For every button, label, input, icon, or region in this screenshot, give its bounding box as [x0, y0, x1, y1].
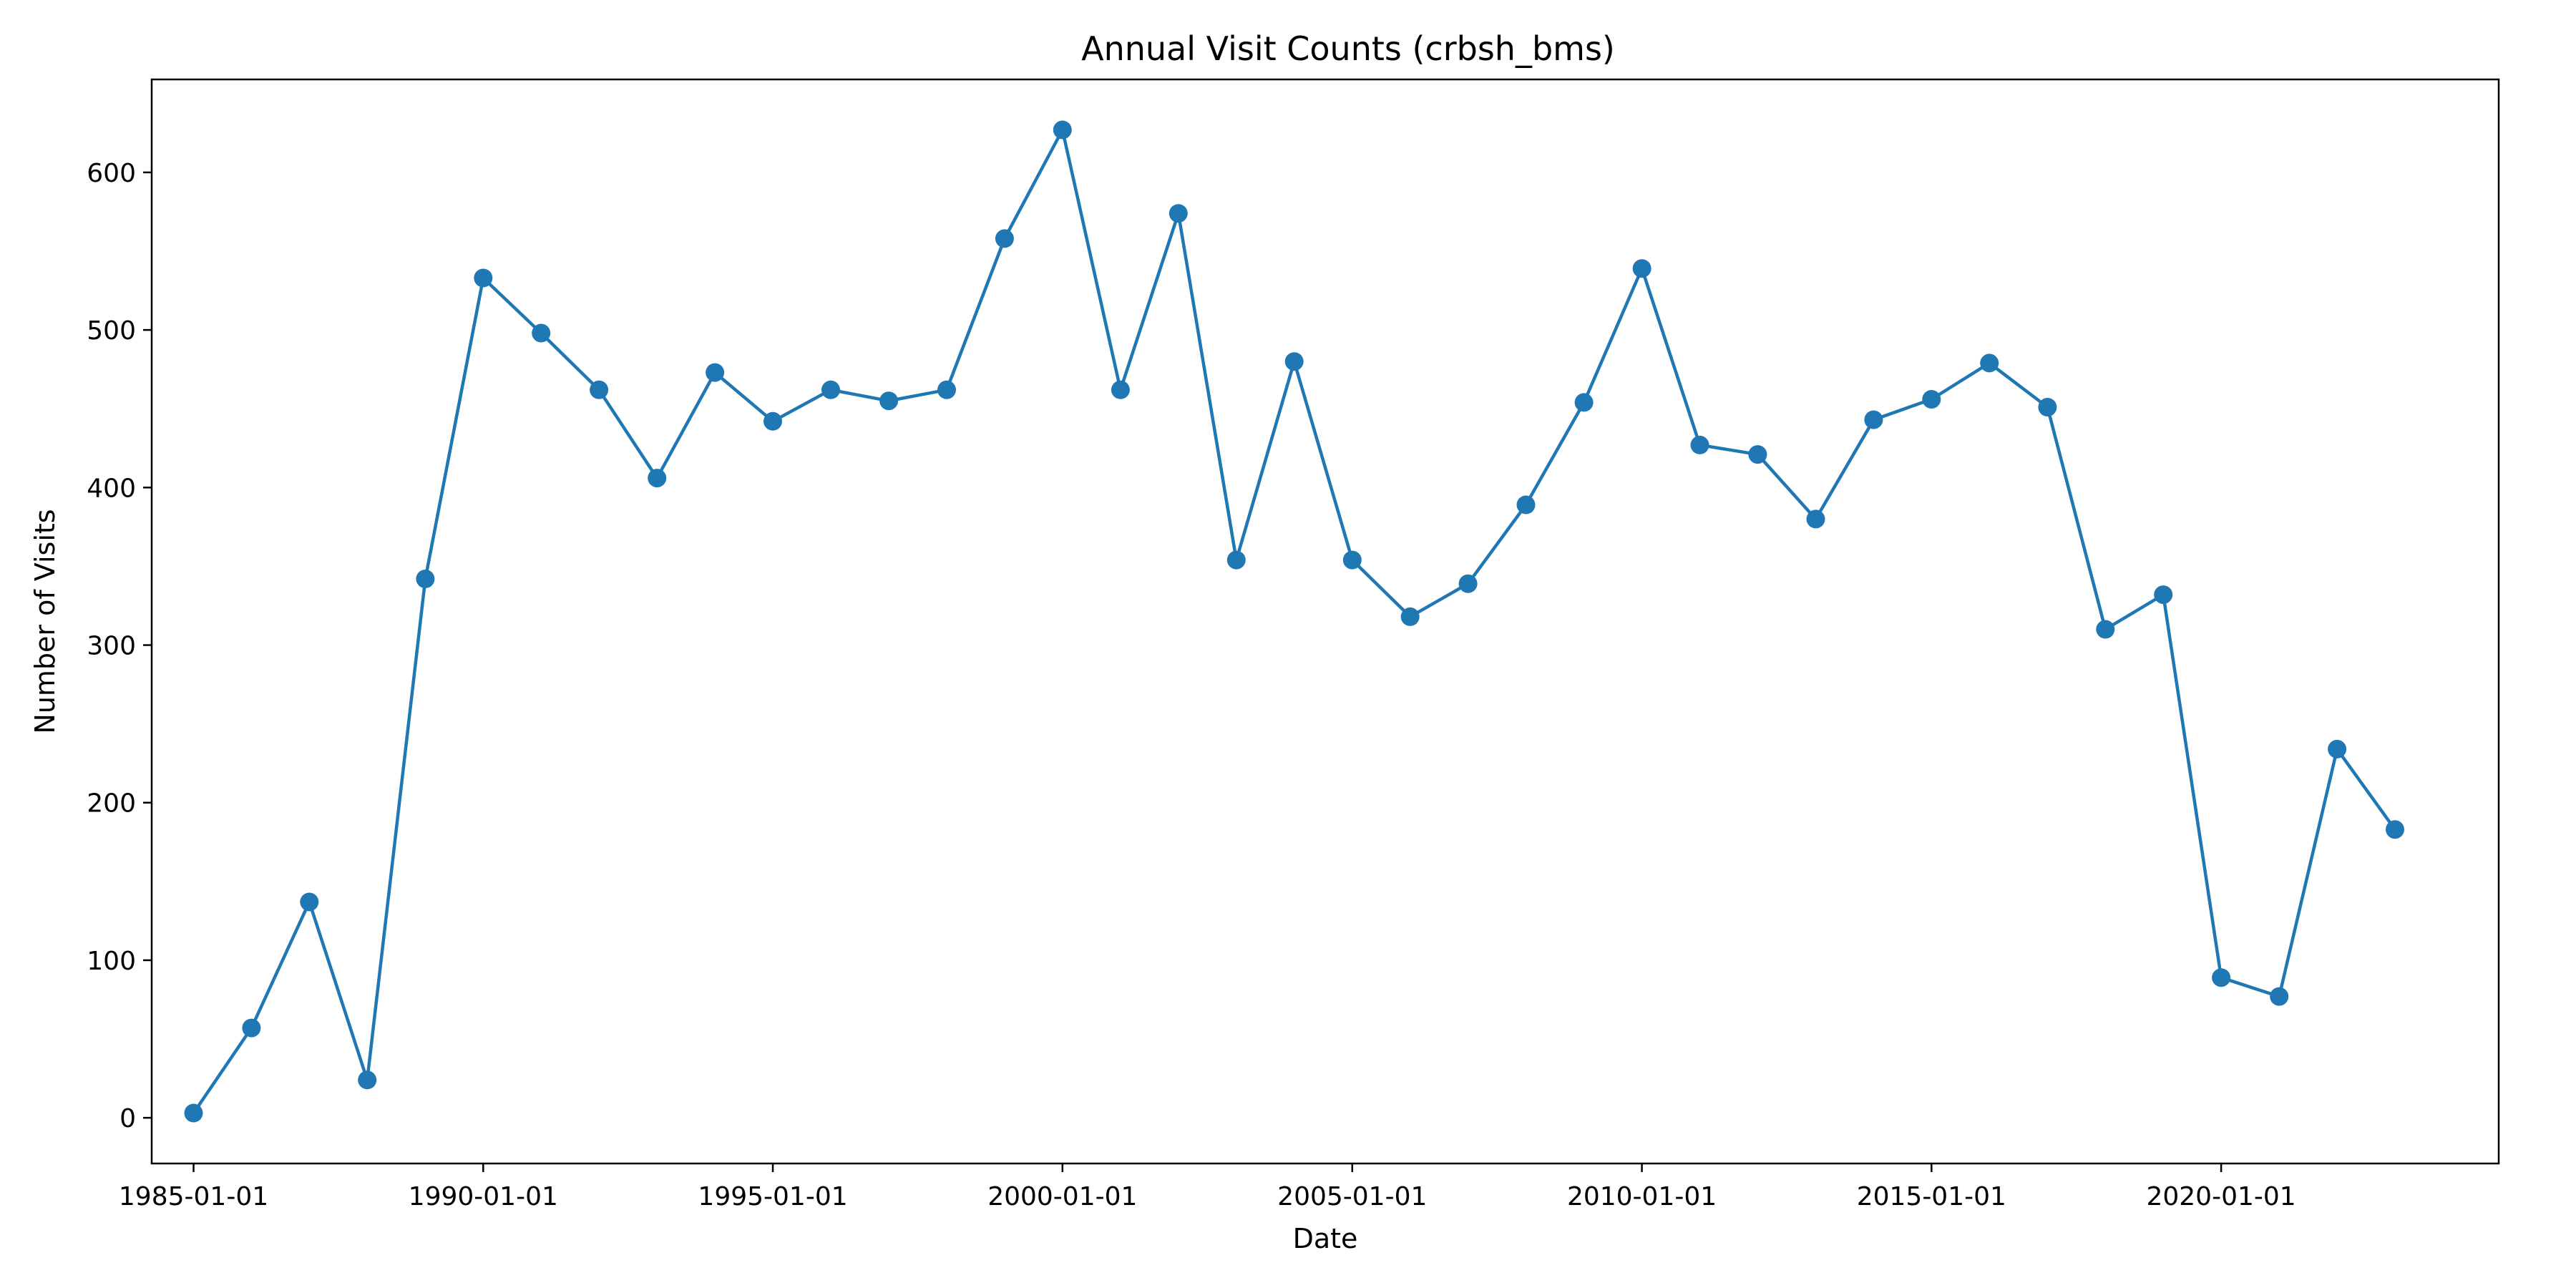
y-tick-label: 300 [87, 632, 136, 661]
data-point [184, 1103, 203, 1123]
x-tick-label: 2005-01-01 [1277, 1182, 1427, 1211]
data-point [416, 570, 435, 588]
data-point [2212, 968, 2231, 987]
data-point [2038, 398, 2057, 416]
x-tick-label: 2015-01-01 [1857, 1182, 2006, 1211]
data-point [1922, 390, 1941, 409]
data-point [242, 1018, 261, 1038]
x-tick-label: 1985-01-01 [119, 1182, 268, 1211]
data-point [2154, 585, 2173, 605]
data-point [1806, 509, 1825, 529]
data-point [300, 892, 319, 912]
data-point [590, 380, 609, 399]
data-point [2096, 620, 2115, 639]
data-point [1458, 574, 1478, 593]
x-axis-label: Date [1293, 1223, 1358, 1254]
data-point [1342, 550, 1362, 570]
data-point [1574, 393, 1594, 412]
data-point [995, 229, 1014, 248]
data-point [358, 1070, 377, 1090]
chart-title: Annual Visit Counts (crbsh_bms) [1081, 29, 1615, 68]
data-point [1748, 445, 1767, 464]
data-point [706, 363, 725, 382]
data-point [1053, 120, 1072, 140]
y-axis: 0 100 200 300 400 500 600 [87, 159, 152, 1133]
y-tick-label: 500 [87, 316, 136, 346]
x-tick-label: 2000-01-01 [987, 1182, 1137, 1211]
x-axis: 1985-01-01 1990-01-01 1995-01-01 2000-01-01… [119, 1163, 2296, 1211]
data-point [821, 380, 840, 399]
y-tick-label: 100 [87, 947, 136, 976]
data-point [2270, 987, 2289, 1006]
data-point [879, 391, 899, 411]
data-point [1690, 435, 1709, 454]
y-axis-label: Number of Visits [29, 509, 61, 733]
data-point [2328, 739, 2347, 758]
x-tick-label: 2010-01-01 [1567, 1182, 1717, 1211]
y-tick-label: 200 [87, 789, 136, 819]
series-line [192, 128, 2396, 1114]
x-tick-label: 1995-01-01 [698, 1182, 847, 1211]
y-tick-label: 400 [87, 474, 136, 503]
plot-area-frame [150, 78, 2500, 1165]
data-point [1864, 410, 1883, 429]
y-tick-label: 0 [119, 1104, 136, 1133]
data-point [532, 323, 551, 343]
x-tick-label: 2020-01-01 [2146, 1182, 2296, 1211]
data-point [1284, 352, 1304, 371]
data-point [1980, 353, 1999, 373]
data-point [1400, 607, 1420, 626]
y-tick-label: 600 [87, 159, 136, 188]
series-layer [184, 120, 2404, 1123]
data-point [763, 411, 782, 431]
data-point [1169, 204, 1188, 223]
data-point [648, 469, 667, 488]
data-point [1226, 550, 1246, 570]
data-point [1111, 380, 1130, 399]
data-point [1516, 495, 1536, 514]
data-point [474, 268, 493, 288]
data-point [2386, 820, 2404, 839]
data-point [937, 380, 956, 399]
x-tick-label: 1990-01-01 [409, 1182, 558, 1211]
data-point [1632, 259, 1652, 278]
